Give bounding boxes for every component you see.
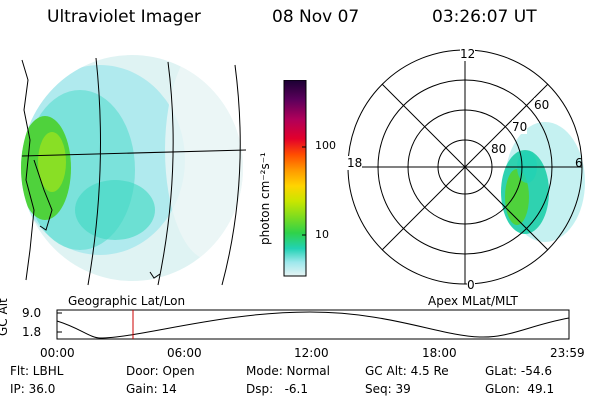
status-gain: Gain: 14 — [126, 382, 177, 396]
polar-auroral-emission — [501, 122, 585, 242]
status-door: Door: Open — [126, 364, 195, 378]
date-label: 08 Nov 07 — [272, 7, 360, 27]
polar-grid — [347, 49, 583, 285]
mlt-label-0: 0 — [467, 278, 475, 292]
colorbar-tick-100: 100 — [315, 139, 336, 152]
colorbar — [283, 80, 307, 277]
status-dsp: Dsp: -6.1 — [246, 382, 309, 396]
mlt-label-12: 12 — [460, 47, 476, 61]
colorbar-unit-label: photon cm⁻²s⁻¹ — [258, 152, 272, 245]
altitude-plot — [56, 309, 570, 340]
geographic-caption: Geographic Lat/Lon — [68, 294, 186, 308]
status-ip: IP: 36.0 — [10, 382, 56, 396]
mlat-label-80: 80 — [491, 142, 507, 156]
geographic-image-panel — [21, 55, 247, 286]
apex-caption: Apex MLat/MLT — [428, 294, 518, 308]
status-glat: GLat: -54.6 — [485, 364, 552, 378]
auroral-emission-map — [21, 55, 243, 281]
mlat-label-70: 70 — [512, 120, 528, 134]
status-filter: Flt: LBHL — [10, 364, 64, 378]
mlat-label-60: 60 — [534, 98, 550, 112]
altitude-curve — [56, 311, 570, 339]
mlt-label-18: 18 — [347, 156, 363, 170]
altitude-ytick-low: 1.8 — [22, 325, 42, 339]
polar-mlt-panel — [347, 49, 585, 285]
instrument-title: Ultraviolet Imager — [47, 7, 201, 27]
status-seq: Seq: 39 — [365, 382, 411, 396]
time-label: 03:26:07 UT — [432, 7, 537, 27]
coastline-fragment — [149, 271, 161, 279]
time-tick-1800: 18:00 — [422, 346, 457, 360]
altitude-ytick-high: 9.0 — [22, 306, 42, 320]
status-mode: Mode: Normal — [246, 364, 330, 378]
time-tick-1200: 12:00 — [294, 346, 329, 360]
lat-lon-grid — [21, 57, 247, 286]
status-glon: GLon: 49.1 — [485, 382, 555, 396]
altitude-ylabel: GC Alt — [0, 298, 10, 336]
colorbar-tick-10: 10 — [315, 228, 329, 241]
time-tick-0000: 00:00 — [40, 346, 75, 360]
mlt-label-6: 6 — [575, 156, 583, 170]
status-gc-alt: GC Alt: 4.5 Re — [365, 364, 449, 378]
time-tick-2359: 23:59 — [550, 346, 585, 360]
time-tick-0600: 06:00 — [167, 346, 202, 360]
coastline — [21, 59, 53, 281]
